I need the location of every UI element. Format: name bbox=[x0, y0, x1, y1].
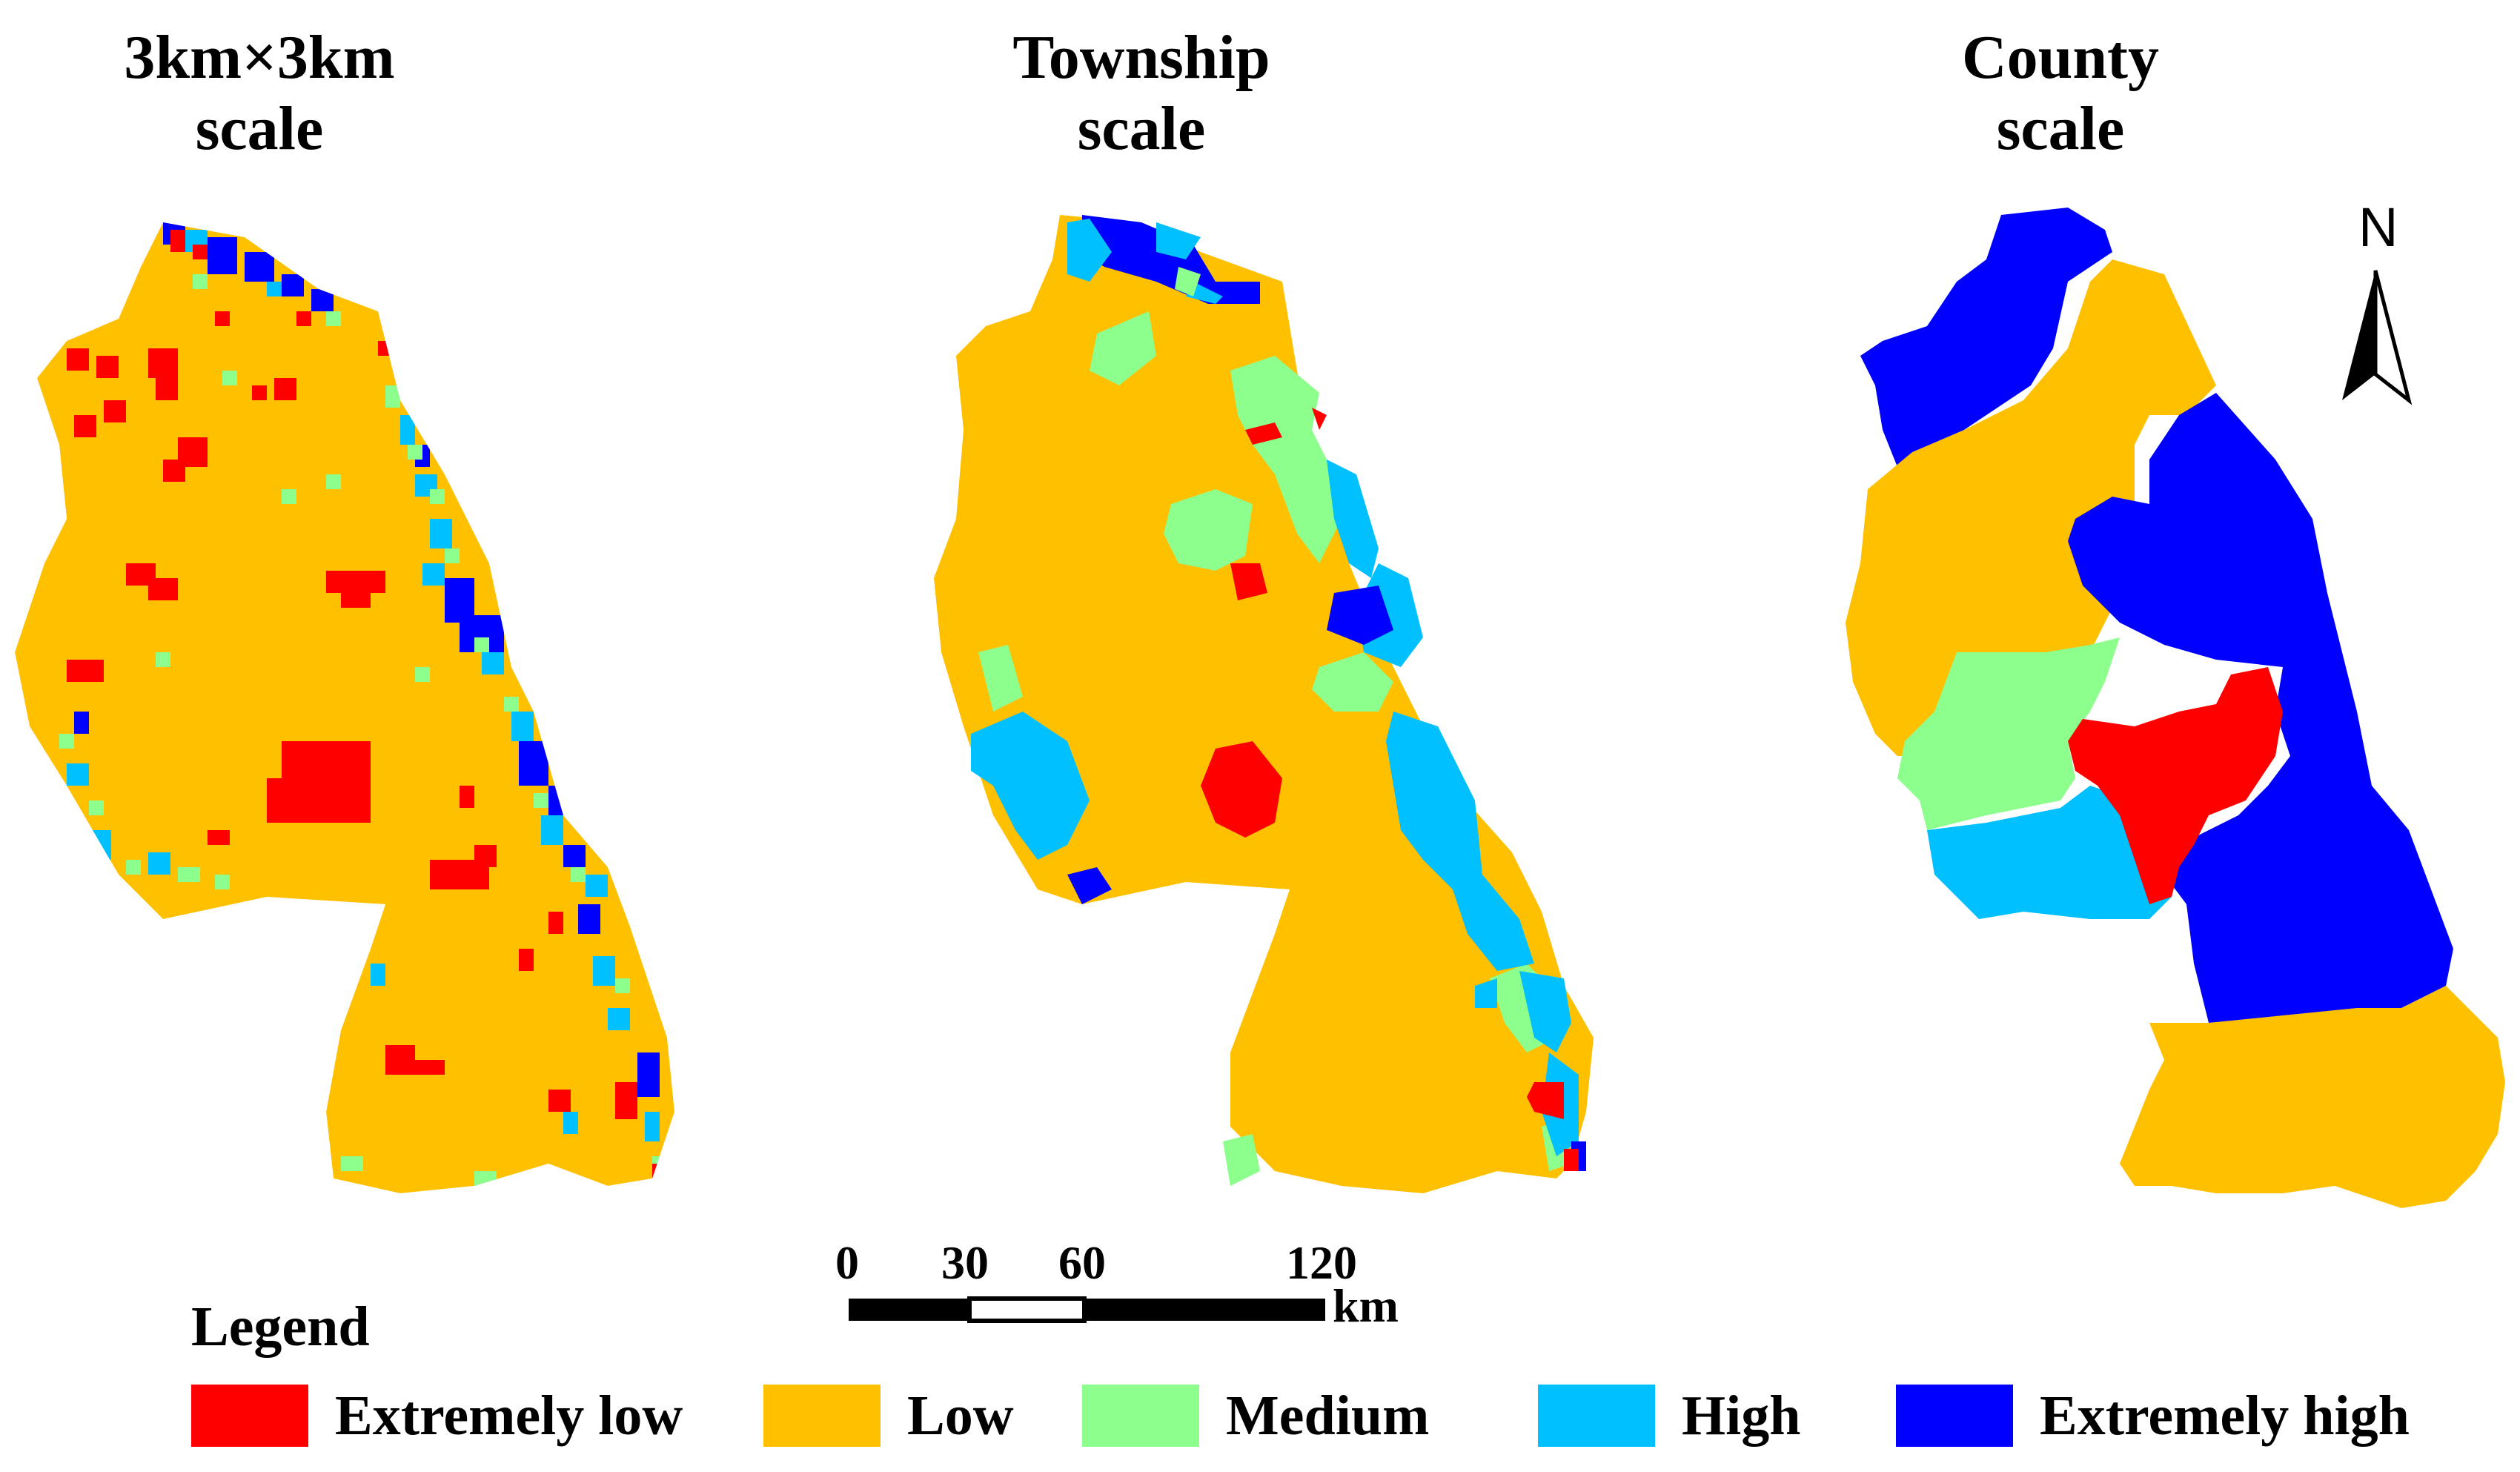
scale-bar-segment-60-120 bbox=[1084, 1299, 1325, 1321]
county-north-extremely-high bbox=[1860, 208, 2112, 467]
scale-tick-30: 30 bbox=[941, 1236, 989, 1289]
north-arrow-right-half bbox=[2373, 270, 2413, 405]
legend-item-high: High bbox=[1538, 1382, 1801, 1449]
scale-bar-segment-30-60 bbox=[967, 1296, 1087, 1323]
township-north-medium bbox=[1090, 267, 1201, 385]
township-scale-title: Township scale bbox=[882, 22, 1401, 165]
township-north-extremely-high bbox=[1082, 215, 1260, 304]
township-east-high bbox=[971, 460, 1579, 1156]
legend-label-high: High bbox=[1682, 1385, 1801, 1447]
township-north-high bbox=[1067, 219, 1223, 304]
legend-item-medium: Medium bbox=[1082, 1382, 1429, 1449]
county-central-extremely-low bbox=[2068, 667, 2283, 904]
grid-scale-title: 3km×3km scale bbox=[0, 22, 519, 165]
legend-label-low: Low bbox=[907, 1385, 1014, 1447]
grid-cells-medium bbox=[59, 274, 667, 1186]
scale-tick-0: 0 bbox=[835, 1236, 859, 1289]
legend-item-low: Low bbox=[763, 1382, 1014, 1449]
legend-label-extremely-low: Extremely low bbox=[335, 1385, 683, 1447]
township-extremely-low-spots bbox=[1201, 408, 1579, 1171]
township-low-base bbox=[934, 215, 1594, 1193]
grid-cells-high bbox=[67, 230, 660, 1141]
scale-tick-60: 60 bbox=[1058, 1236, 1106, 1289]
legend-swatch-medium bbox=[1082, 1385, 1199, 1447]
legend-swatch-high bbox=[1538, 1385, 1655, 1447]
county-west-medium bbox=[1897, 637, 2120, 830]
legend-swatch-extremely-high bbox=[1896, 1385, 2013, 1447]
county-scale-map bbox=[1846, 208, 2505, 1208]
grid-title-line1: 3km×3km bbox=[124, 23, 395, 92]
county-title-line2: scale bbox=[1996, 94, 2125, 163]
county-scale-title: County scale bbox=[1801, 22, 2320, 165]
scale-bar-segment-0-30 bbox=[849, 1299, 969, 1321]
county-east-extremely-high bbox=[2068, 393, 2453, 1023]
township-title-line1: Township bbox=[1012, 23, 1270, 92]
grid-scale-map bbox=[15, 222, 674, 1193]
grid-title-line2: scale bbox=[195, 94, 324, 163]
township-scale-map bbox=[934, 215, 1594, 1193]
legend-item-extremely-low: Extremely low bbox=[191, 1382, 683, 1449]
county-northwest-low bbox=[1846, 259, 2216, 756]
legend-swatch-extremely-low bbox=[191, 1385, 308, 1447]
scale-tick-120: 120 bbox=[1286, 1236, 1357, 1289]
north-label: N bbox=[2358, 196, 2398, 258]
north-arrow bbox=[2342, 270, 2413, 405]
legend-label-extremely-high: Extremely high bbox=[2040, 1385, 2410, 1447]
scale-unit: km bbox=[1333, 1279, 1399, 1332]
legend-title: Legend bbox=[191, 1296, 370, 1358]
county-southwest-high bbox=[1927, 786, 2172, 919]
county-south-low bbox=[2120, 986, 2505, 1208]
county-title-line1: County bbox=[1961, 23, 2160, 92]
legend-item-extremely-high: Extremely high bbox=[1896, 1382, 2410, 1449]
scale-bar bbox=[849, 1296, 1325, 1323]
township-title-line2: scale bbox=[1077, 94, 1206, 163]
legend-label-medium: Medium bbox=[1226, 1385, 1430, 1447]
north-arrow-left-half bbox=[2342, 271, 2375, 400]
legend-swatch-low bbox=[763, 1385, 881, 1447]
